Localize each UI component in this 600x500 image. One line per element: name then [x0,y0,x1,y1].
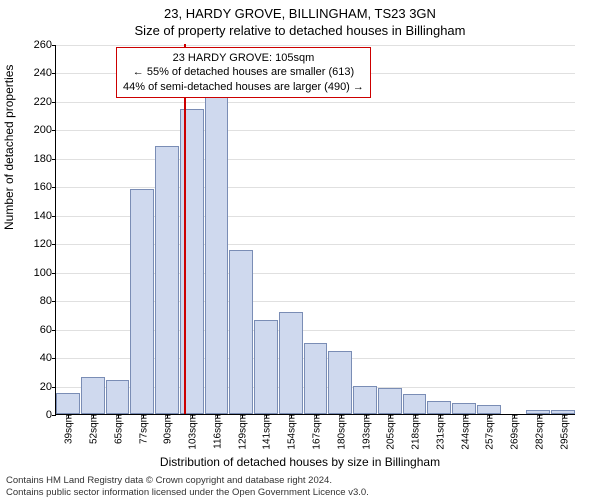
x-tick-label: 65sqm [111,414,124,444]
x-axis-label: Distribution of detached houses by size … [0,455,600,469]
histogram-bar [106,380,130,414]
x-tick-label: 244sqm [458,414,471,450]
x-tick-label: 218sqm [409,414,422,450]
x-tick-label: 39sqm [62,414,75,444]
histogram-bar [452,403,476,414]
histogram-bar [130,189,154,414]
histogram-bar [56,393,80,414]
x-tick-label: 205sqm [384,414,397,450]
histogram-bar [403,394,427,414]
histogram-bar [427,401,451,414]
y-axis-label: Number of detached properties [2,65,16,230]
chart-title-sub: Size of property relative to detached ho… [0,21,600,38]
footer-line2: Contains public sector information licen… [6,487,369,498]
x-tick-label: 52sqm [87,414,100,444]
x-tick-label: 282sqm [532,414,545,450]
footer-attribution: Contains HM Land Registry data © Crown c… [6,475,369,498]
x-tick-label: 154sqm [285,414,298,450]
x-tick-label: 257sqm [483,414,496,450]
histogram-bar [155,146,179,414]
histogram-bar [328,351,352,414]
x-tick-label: 269sqm [508,414,521,450]
histogram-bar [304,343,328,414]
histogram-bar [279,312,303,414]
annotation-box: 23 HARDY GROVE: 105sqm← 55% of detached … [116,47,371,98]
histogram-bar [205,95,229,414]
histogram-bar [353,386,377,414]
histogram-bar [81,377,105,414]
chart-title-main: 23, HARDY GROVE, BILLINGHAM, TS23 3GN [0,0,600,21]
histogram-bar [254,320,278,414]
histogram-bar [477,405,501,414]
histogram-bar [229,250,253,414]
x-tick-label: 77sqm [136,414,149,444]
x-tick-label: 116sqm [210,414,223,449]
x-tick-label: 231sqm [433,414,446,450]
annotation-line3: 44% of semi-detached houses are larger (… [123,80,364,94]
footer-line1: Contains HM Land Registry data © Crown c… [6,475,369,486]
property-marker-line [184,44,186,414]
x-tick-label: 141sqm [260,414,273,450]
x-tick-label: 180sqm [334,414,347,450]
plot-area: 02040608010012014016018020022024026039sq… [55,45,575,415]
annotation-line2: ← 55% of detached houses are smaller (61… [123,65,364,79]
histogram-bar [378,388,402,414]
x-tick-label: 167sqm [310,414,323,450]
x-tick-label: 90sqm [161,414,174,444]
x-tick-label: 129sqm [235,414,248,450]
annotation-line1: 23 HARDY GROVE: 105sqm [123,51,364,65]
x-tick-label: 193sqm [359,414,372,450]
x-tick-label: 295sqm [557,414,570,450]
x-tick-label: 103sqm [186,414,199,450]
